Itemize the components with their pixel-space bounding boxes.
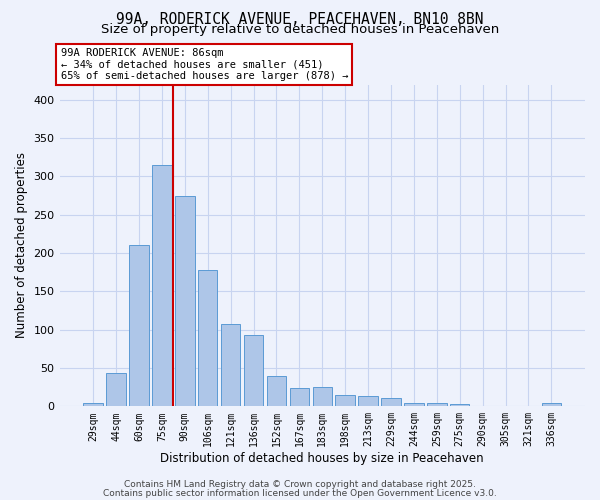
Bar xyxy=(404,402,424,406)
Bar xyxy=(450,404,469,406)
Text: Size of property relative to detached houses in Peacehaven: Size of property relative to detached ho… xyxy=(101,22,499,36)
Bar xyxy=(129,246,149,406)
Bar xyxy=(290,388,309,406)
Text: 99A RODERICK AVENUE: 86sqm
← 34% of detached houses are smaller (451)
65% of sem: 99A RODERICK AVENUE: 86sqm ← 34% of deta… xyxy=(61,48,348,82)
Bar xyxy=(198,270,217,406)
Text: Contains HM Land Registry data © Crown copyright and database right 2025.: Contains HM Land Registry data © Crown c… xyxy=(124,480,476,489)
X-axis label: Distribution of detached houses by size in Peacehaven: Distribution of detached houses by size … xyxy=(160,452,484,465)
Bar xyxy=(267,376,286,406)
Bar xyxy=(381,398,401,406)
Text: Contains public sector information licensed under the Open Government Licence v3: Contains public sector information licen… xyxy=(103,488,497,498)
Text: 99A, RODERICK AVENUE, PEACEHAVEN, BN10 8BN: 99A, RODERICK AVENUE, PEACEHAVEN, BN10 8… xyxy=(116,12,484,28)
Bar xyxy=(542,404,561,406)
Bar xyxy=(313,387,332,406)
Bar xyxy=(244,335,263,406)
Bar xyxy=(106,372,126,406)
Bar xyxy=(427,402,446,406)
Bar xyxy=(152,165,172,406)
Bar xyxy=(221,324,241,406)
Bar xyxy=(175,196,194,406)
Bar xyxy=(83,404,103,406)
Y-axis label: Number of detached properties: Number of detached properties xyxy=(15,152,28,338)
Bar xyxy=(358,396,378,406)
Bar xyxy=(335,395,355,406)
